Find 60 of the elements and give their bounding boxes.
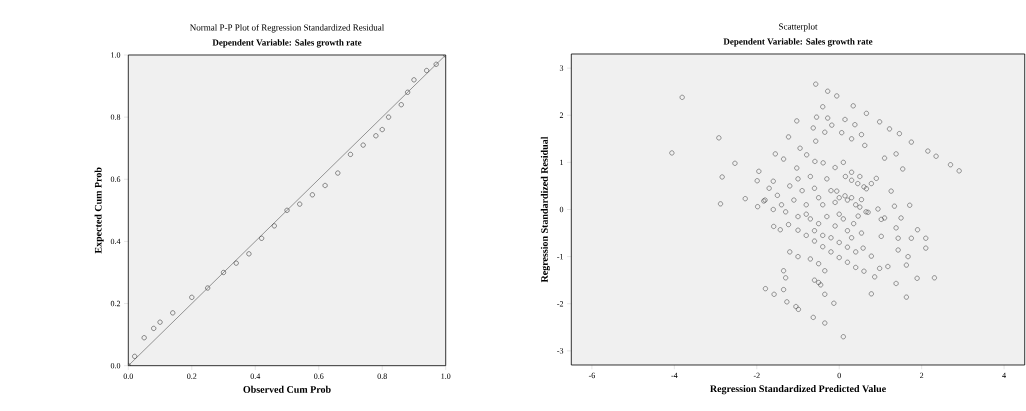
- point: [297, 201, 303, 207]
- point: [284, 207, 290, 213]
- point: [233, 260, 239, 266]
- y-tick-label: 1.0: [111, 52, 121, 58]
- point: [424, 68, 430, 73]
- x-tick-label: 1.0: [441, 373, 451, 379]
- x-tick-label: -6: [588, 372, 596, 379]
- y-tick-label: 0.0: [110, 362, 121, 369]
- point: [246, 251, 252, 257]
- chart-subtitle: Dependent Variable: Sales growth rate: [212, 39, 362, 48]
- y-axis-title: Expected Cum Prob: [94, 167, 104, 254]
- y-tick-label: 1: [560, 159, 564, 166]
- x-axis-title: Observed Cum Prob: [243, 385, 331, 393]
- y-axis-title: Regression Standardized Residual: [540, 136, 550, 283]
- point: [271, 223, 277, 229]
- point: [405, 89, 411, 95]
- point: [170, 310, 176, 316]
- y-tick-label: 0.8: [110, 114, 121, 120]
- point: [259, 235, 265, 241]
- y-tick-label: -3: [557, 348, 564, 354]
- x-tick-label: 0.4: [250, 373, 261, 379]
- x-tick-label: 0.8: [377, 373, 387, 379]
- point: [309, 192, 315, 198]
- x-axis-title: Regression Standardized Predicted Value: [710, 385, 886, 395]
- y-tick-label: -2: [557, 301, 564, 307]
- point: [386, 114, 392, 120]
- point: [322, 183, 328, 188]
- point: [132, 353, 138, 359]
- y-tick-label: 0.2: [110, 300, 121, 307]
- x-tick-label: 0.2: [187, 373, 197, 379]
- point: [151, 325, 157, 331]
- point: [221, 270, 226, 275]
- point: [433, 61, 439, 67]
- point: [189, 294, 195, 300]
- point: [379, 127, 385, 133]
- y-tick-label: 0.6: [110, 176, 121, 182]
- x-tick-label: 0.0: [123, 373, 134, 379]
- x-tick-label: 4: [1002, 372, 1006, 379]
- point: [157, 319, 163, 325]
- chart-title: Normal P-P Plot of Regression Standardized Residual: [190, 24, 385, 33]
- x-tick-label: 0: [837, 372, 841, 379]
- x-tick-label: 0.6: [314, 373, 324, 379]
- point: [411, 77, 417, 83]
- chart-title: Scatterplot: [779, 23, 818, 32]
- y-tick-label: 3: [559, 65, 564, 71]
- y-tick-label: -1: [557, 253, 564, 260]
- x-tick-label: 2: [920, 372, 924, 379]
- y-tick-label: 0.4: [110, 238, 121, 245]
- x-tick-label: -4: [671, 372, 678, 379]
- y-tick-label: 2: [559, 112, 564, 118]
- point: [398, 102, 404, 108]
- point: [348, 151, 353, 157]
- point: [373, 133, 379, 139]
- x-tick-label: -2: [753, 372, 760, 379]
- point: [141, 335, 147, 341]
- point: [335, 170, 341, 176]
- point: [360, 142, 366, 148]
- chart-subtitle: Dependent Variable: Sales growth rate: [723, 38, 873, 47]
- y-tick-label: 0: [559, 206, 564, 213]
- point: [205, 285, 211, 291]
